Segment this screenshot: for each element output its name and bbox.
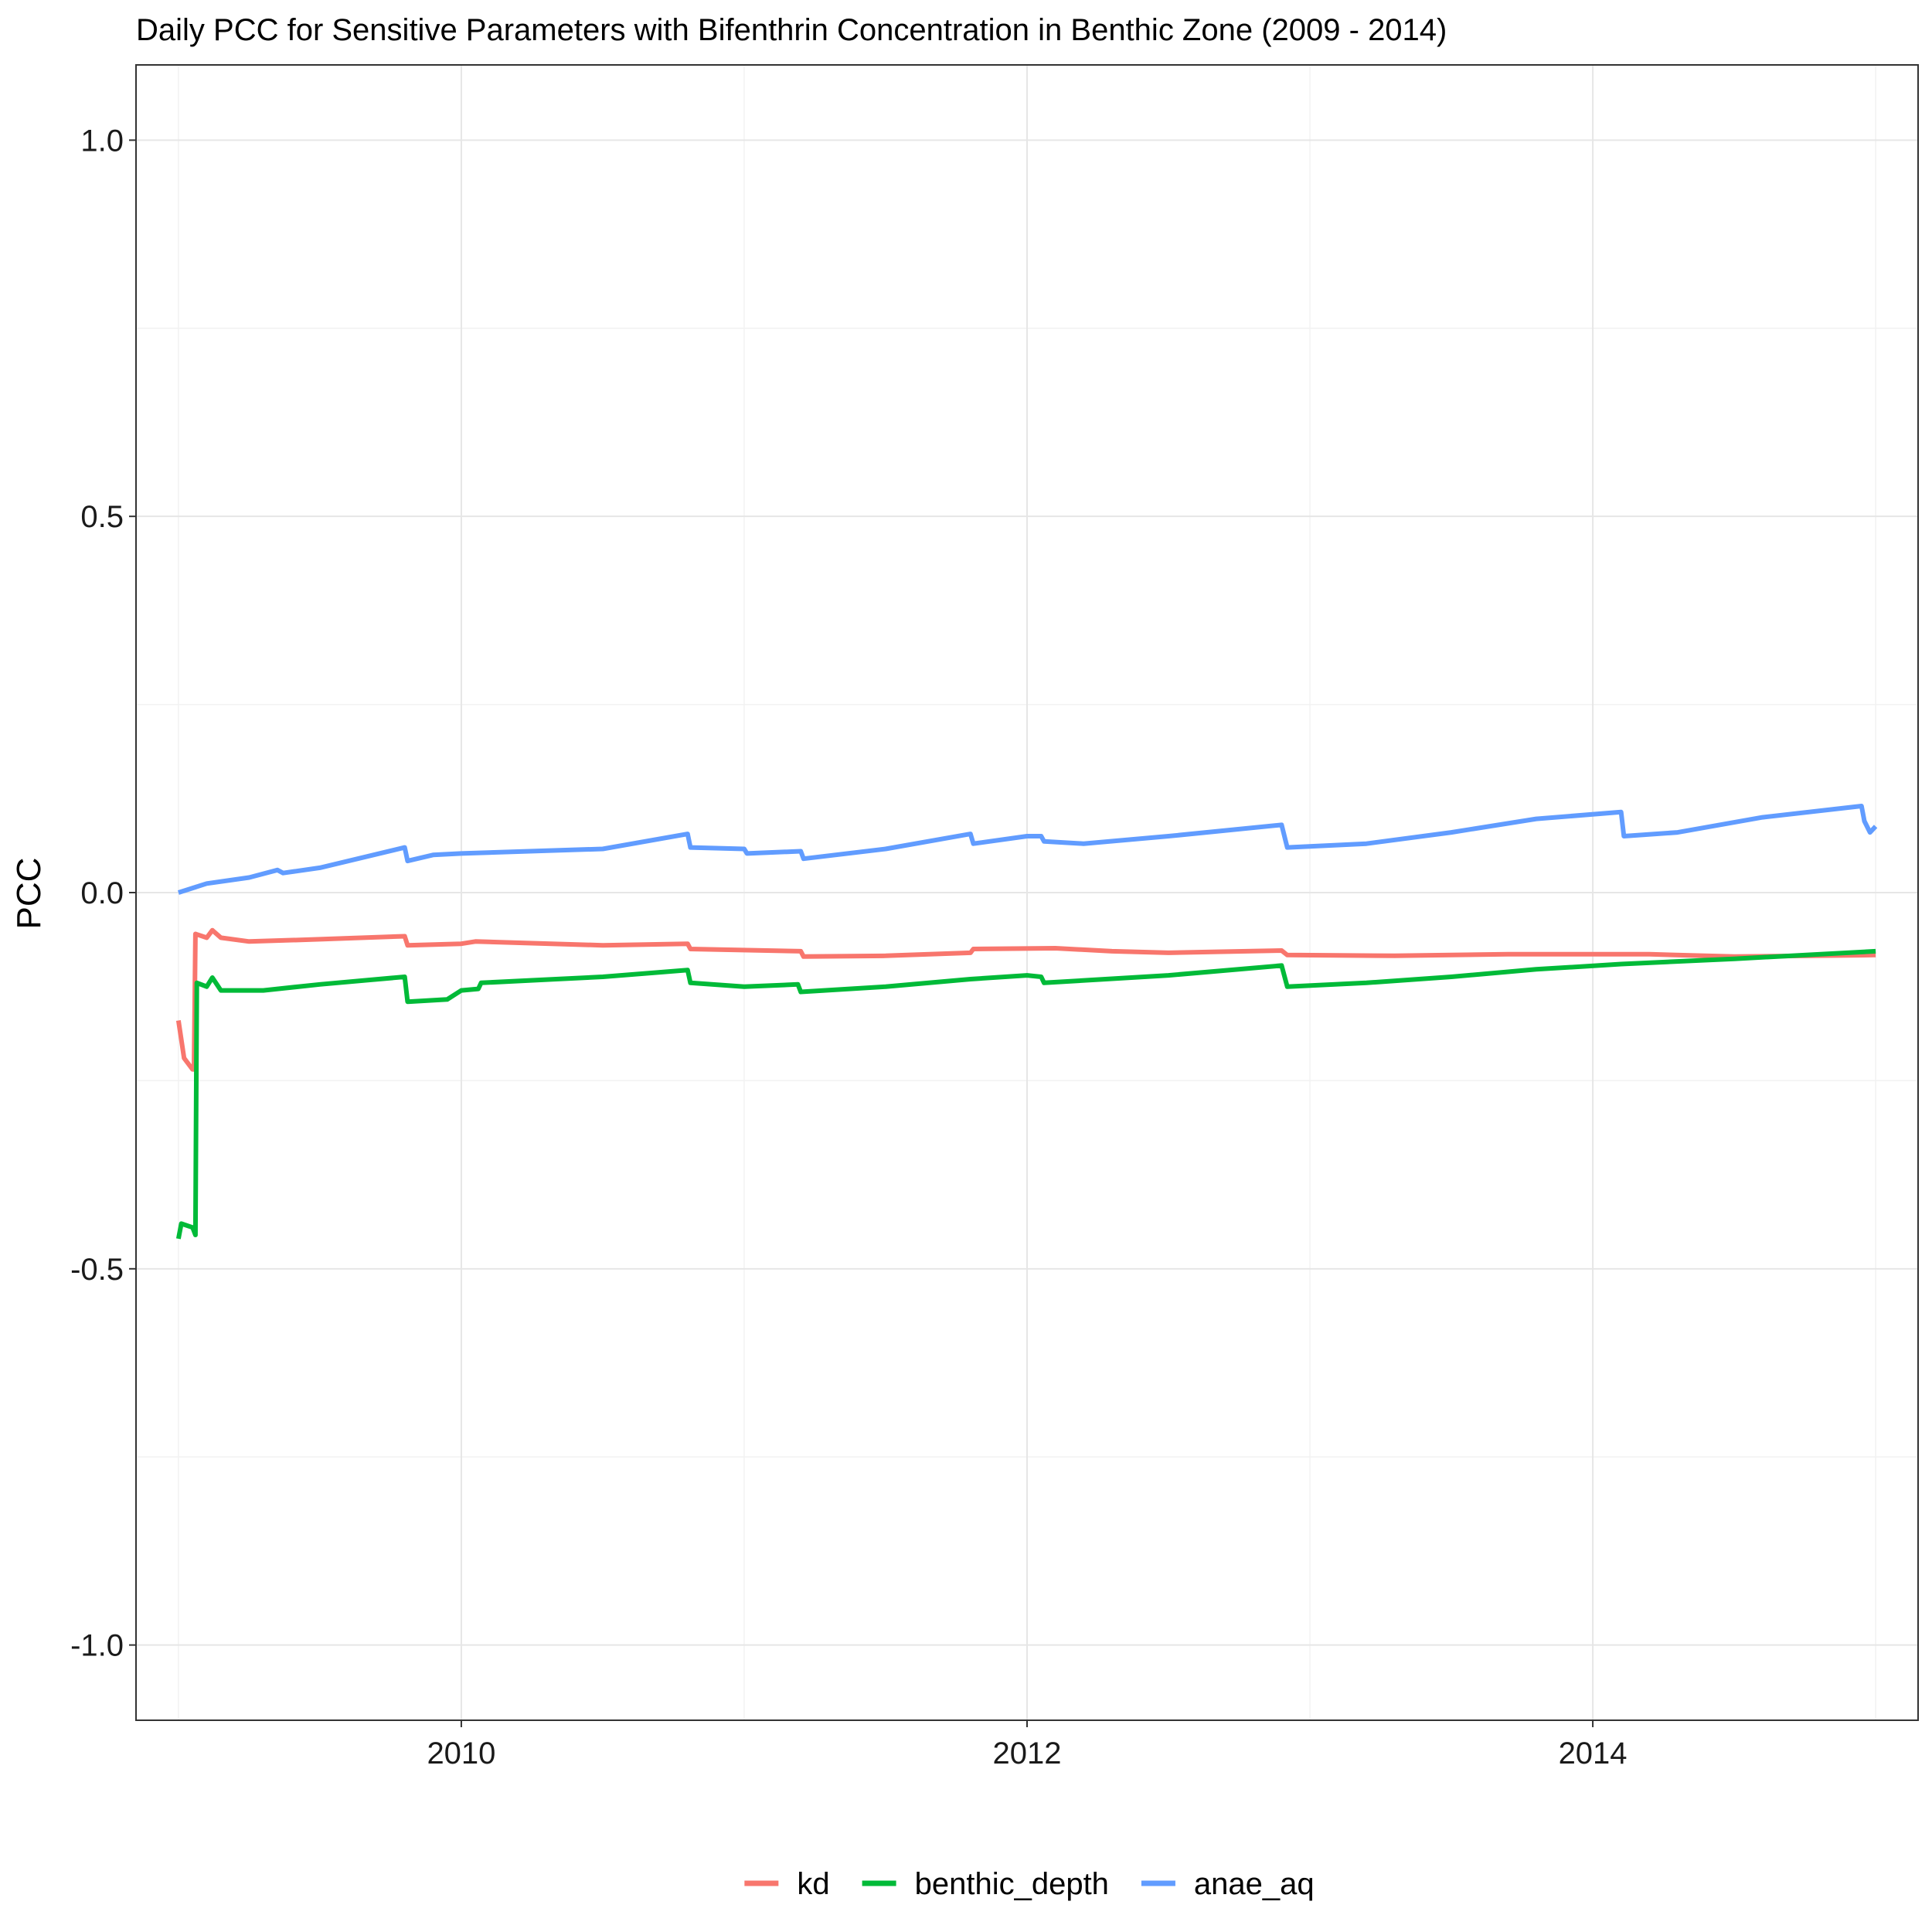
x-tick-label: 2014: [1559, 1736, 1628, 1770]
series-line-benthic-depth: [175, 948, 1876, 1240]
series-layer: [175, 804, 1878, 1240]
y-tick-label: 0.0: [80, 876, 124, 910]
x-tick-label: 2012: [993, 1736, 1062, 1770]
legend: kd benthic_depth anae_aq: [744, 1867, 1315, 1901]
chart-title: Daily PCC for Sensitive Parameters with …: [136, 13, 1447, 47]
x-tick-label: 2010: [427, 1736, 495, 1770]
grid-layer: [136, 65, 1918, 1720]
series-line-kd: [175, 927, 1876, 1072]
axis-layer: 1.0 0.5 0.0 -0.5 -1.0 2010 2012 2014: [70, 124, 1627, 1770]
y-axis-title: PCC: [10, 858, 48, 930]
legend-label-kd: kd: [797, 1867, 829, 1901]
y-tick-label: 0.5: [80, 500, 124, 534]
series-line-anae-aq: [177, 804, 1878, 895]
y-tick-label: -1.0: [70, 1629, 124, 1663]
y-tick-label: 1.0: [80, 124, 124, 158]
y-tick-label: -0.5: [70, 1253, 124, 1287]
legend-label-anae-aq: anae_aq: [1194, 1867, 1315, 1901]
legend-label-benthic-depth: benthic_depth: [915, 1867, 1109, 1901]
